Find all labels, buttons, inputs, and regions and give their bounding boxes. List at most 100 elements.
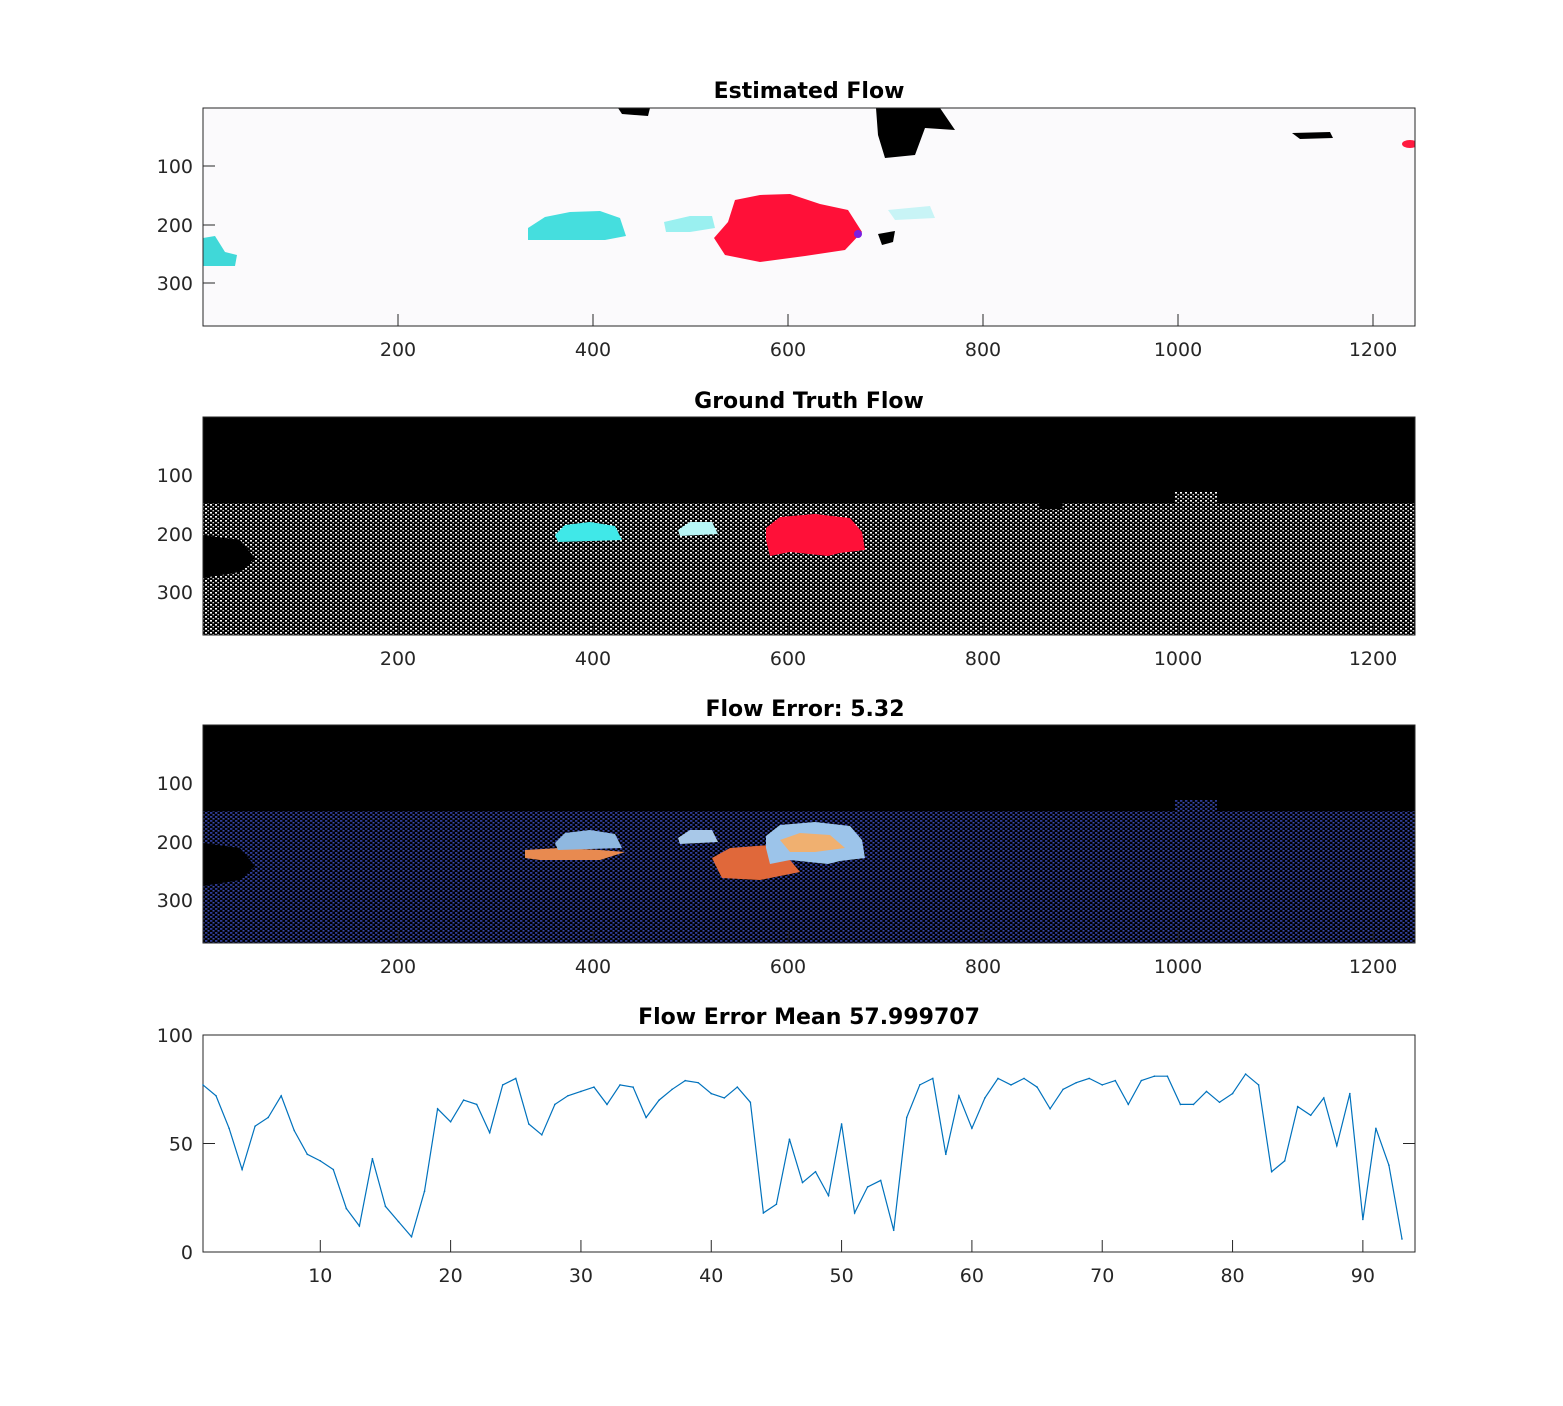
data-point [619,1084,621,1086]
data-point [1401,1238,1403,1240]
data-point [1309,1114,1312,1117]
x-tick-label: 1200 [1349,648,1397,670]
data-point [1023,1077,1025,1080]
panel-ground-truth-flow: Ground Truth Flow 200 400 600 800 1000 1… [157,389,1416,670]
data-point [1218,1101,1221,1104]
panel-title: Estimated Flow [714,79,905,104]
y-tick-label: 300 [157,273,193,295]
data-point [306,1153,309,1156]
y-tick-label: 100 [157,1025,193,1047]
x-tick-label: 90 [1351,1265,1375,1287]
data-point [514,1077,517,1080]
data-point [554,1103,556,1106]
data-point [971,1127,973,1130]
data-point [384,1205,387,1208]
y-tick-label: 300 [157,890,193,912]
data-point [997,1077,999,1080]
data-point [684,1079,686,1082]
data-point [814,1170,817,1173]
x-tick-label: 20 [439,1265,463,1287]
x-tick-label: 1000 [1154,648,1202,670]
data-point [879,1179,882,1182]
y-tick-label: 200 [157,524,193,546]
data-point [1244,1073,1247,1075]
estimated-flow-image [203,108,1415,326]
x-tick-label: 40 [699,1265,723,1287]
data-point [645,1116,647,1119]
data-point [723,1097,726,1099]
data-point [827,1194,830,1197]
panel-flow-error: Flow Error: 5.32 200 400 600 800 1000 12… [157,697,1416,978]
data-point [1153,1075,1156,1078]
x-axis-ticks [397,931,1374,943]
data-point [658,1099,660,1101]
data-point [1296,1105,1299,1108]
data-point [1088,1077,1090,1080]
data-point [319,1160,322,1162]
data-point [749,1101,752,1104]
y-tick-label: 0 [181,1242,193,1264]
data-point [280,1094,282,1097]
data-point [905,1116,908,1119]
x-tick-label: 400 [575,339,611,361]
data-point [801,1181,804,1184]
x-tick-label: 600 [770,956,806,978]
data-point [1257,1084,1260,1086]
data-point [215,1094,217,1097]
x-tick-label: 1200 [1349,956,1397,978]
y-tick-label: 100 [157,156,193,178]
x-tick-label: 60 [960,1265,984,1287]
data-point [958,1094,960,1097]
panel-title: Ground Truth Flow [694,389,924,414]
x-tick-label: 1000 [1154,956,1202,978]
y-tick-label: 100 [157,465,193,487]
x-tick-label: 800 [965,648,1001,670]
data-point [671,1088,673,1091]
data-point [840,1123,843,1125]
x-tick-label: 800 [965,339,1001,361]
data-point [1283,1160,1286,1162]
axes-box [202,1034,1416,1253]
data-point [697,1081,700,1084]
y-tick-label: 100 [157,773,193,795]
data-point [501,1084,504,1086]
data-point [1388,1164,1390,1166]
axes-box [202,724,1416,944]
data-point [984,1097,986,1099]
data-point [1270,1170,1273,1173]
y-tick-label: 200 [157,832,193,854]
data-point [1179,1103,1182,1106]
data-point [358,1225,361,1227]
data-point [1205,1090,1208,1093]
x-tick-label: 400 [575,648,611,670]
data-point [1062,1088,1064,1091]
x-tick-label: 600 [770,648,806,670]
axes-box [202,107,1416,327]
data-point [736,1086,739,1088]
data-point [345,1207,348,1210]
data-point [449,1121,452,1123]
data-point [254,1125,256,1127]
x-tick-label: 70 [1090,1265,1114,1287]
data-point [1114,1079,1117,1082]
data-point [488,1131,491,1134]
data-point [293,1129,296,1132]
x-tick-label: 1200 [1349,339,1397,361]
x-tick-label: 1000 [1154,339,1202,361]
data-point [762,1212,765,1214]
data-point [371,1157,374,1160]
data-point [462,1099,465,1101]
axis-ticks: 10 20 30 40 50 60 70 80 90 0 50 100 [157,1025,1415,1287]
data-point [410,1236,413,1238]
data-point [788,1138,791,1140]
axes-box [202,416,1416,636]
x-tick-label: 30 [569,1265,593,1287]
data-point [528,1123,530,1125]
data-point [1231,1092,1234,1095]
data-point [892,1229,895,1232]
data-point [1362,1218,1364,1221]
data-point [241,1168,243,1171]
x-axis-ticks [397,623,1374,635]
data-point [1336,1144,1338,1147]
x-axis-ticks [397,314,1374,326]
